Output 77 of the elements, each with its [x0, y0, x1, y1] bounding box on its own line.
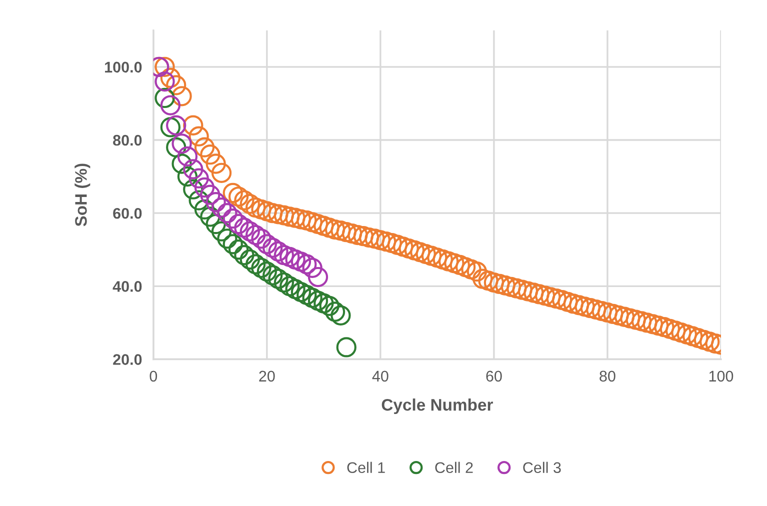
x-tick-label: 40: [372, 370, 388, 382]
legend-label: Cell 3: [523, 462, 561, 474]
y-tick-label: 80.0: [113, 134, 142, 146]
point: [330, 305, 351, 326]
point: [200, 206, 220, 227]
point: [217, 228, 238, 249]
point: [308, 266, 328, 288]
point: [240, 221, 260, 242]
point: [274, 245, 294, 266]
point: [217, 203, 238, 224]
y-tick-label: 20.0: [113, 354, 142, 365]
point: [160, 95, 180, 116]
point: [245, 254, 266, 274]
y-tick-label: 100.0: [105, 62, 142, 73]
point: [172, 154, 192, 174]
x-tick-label: 100: [709, 370, 734, 382]
point: [319, 296, 340, 316]
point: [194, 199, 215, 220]
point: [206, 192, 226, 212]
point: [211, 198, 232, 218]
x-axis-title: Cycle Number: [382, 398, 493, 414]
point: [336, 337, 356, 358]
point: [188, 168, 209, 188]
point: [160, 117, 180, 138]
point: [262, 238, 283, 258]
point: [308, 290, 328, 311]
point: [262, 265, 283, 286]
point: [251, 228, 272, 249]
point: [228, 214, 249, 234]
y-tick-label: 40.0: [112, 281, 142, 292]
point: [296, 254, 317, 274]
point: [188, 190, 209, 210]
point: [154, 71, 175, 92]
point: [240, 249, 260, 270]
point: [268, 268, 288, 289]
point: [274, 272, 294, 293]
y-axis-title: SoH (%): [74, 164, 90, 226]
point: [194, 177, 215, 198]
point: [206, 214, 226, 234]
point: [302, 258, 322, 278]
point: [290, 252, 312, 272]
point: [228, 240, 249, 260]
point: [268, 241, 288, 262]
legend-label: Cell 1: [347, 462, 385, 474]
point: [222, 208, 243, 229]
point: [154, 88, 175, 108]
point: [183, 159, 204, 180]
point: [285, 279, 306, 300]
y-tick-label: 60.0: [113, 208, 142, 219]
x-tick-label: 60: [486, 370, 502, 382]
point: [222, 234, 243, 254]
point: [245, 224, 266, 246]
point: [280, 276, 300, 296]
x-tick-label: 0: [150, 370, 158, 382]
point: [324, 302, 346, 322]
point: [302, 288, 322, 308]
point: [285, 249, 306, 270]
point: [183, 179, 204, 200]
point: [290, 282, 312, 302]
legend-label: Cell 2: [435, 462, 473, 474]
point: [177, 146, 198, 167]
point: [251, 258, 272, 278]
point: [211, 221, 232, 242]
point: [296, 284, 317, 306]
point: [256, 261, 277, 282]
point: [200, 184, 220, 205]
point: [280, 246, 300, 268]
point: [234, 218, 254, 238]
x-tick-label: 80: [600, 370, 616, 382]
x-tick-label: 20: [259, 370, 275, 382]
point: [314, 293, 334, 314]
point: [166, 115, 186, 136]
point: [177, 166, 198, 187]
point: [166, 137, 186, 158]
point: [234, 245, 254, 266]
point: [256, 234, 277, 254]
point: [172, 134, 192, 154]
